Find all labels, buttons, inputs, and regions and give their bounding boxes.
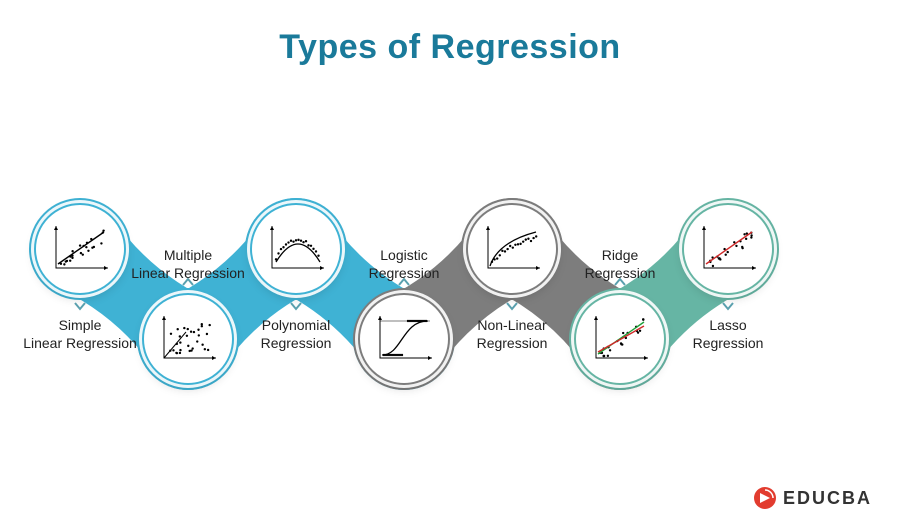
node-label-1: Multiple Linear Regression [123, 247, 253, 282]
brand-logo-text: EDUCBA [783, 488, 872, 509]
node-label-2: Polynomial Regression [231, 317, 361, 352]
chart-thumb-scatter_linear [48, 222, 112, 276]
regression-node-5 [574, 293, 666, 385]
page-title: Types of Regression [0, 28, 900, 67]
node-label-6: Lasso Regression [663, 317, 793, 352]
brand-logo: EDUCBA [753, 486, 872, 510]
regression-node-4 [466, 203, 558, 295]
regression-node-1 [142, 293, 234, 385]
chevron-down-icon [505, 299, 519, 313]
regression-types-diagram: Simple Linear Regression Multiple Linear … [0, 173, 900, 433]
chart-thumb-poly_curve [264, 222, 328, 276]
regression-node-2 [250, 203, 342, 295]
chart-thumb-nonlinear [480, 222, 544, 276]
node-label-0: Simple Linear Regression [15, 317, 145, 352]
regression-node-6 [682, 203, 774, 295]
node-label-5: Ridge Regression [555, 247, 685, 282]
educba-logo-icon [753, 486, 777, 510]
chart-thumb-scatter_3d [156, 312, 220, 366]
chevron-down-icon [289, 299, 303, 313]
chart-thumb-logistic [372, 312, 436, 366]
chevron-down-icon [73, 299, 87, 313]
regression-node-0 [34, 203, 126, 295]
chart-thumb-ridge [588, 312, 652, 366]
chart-thumb-lasso [696, 222, 760, 276]
node-label-4: Non-Linear Regression [447, 317, 577, 352]
regression-node-3 [358, 293, 450, 385]
node-label-3: Logistic Regression [339, 247, 469, 282]
chevron-down-icon [721, 299, 735, 313]
